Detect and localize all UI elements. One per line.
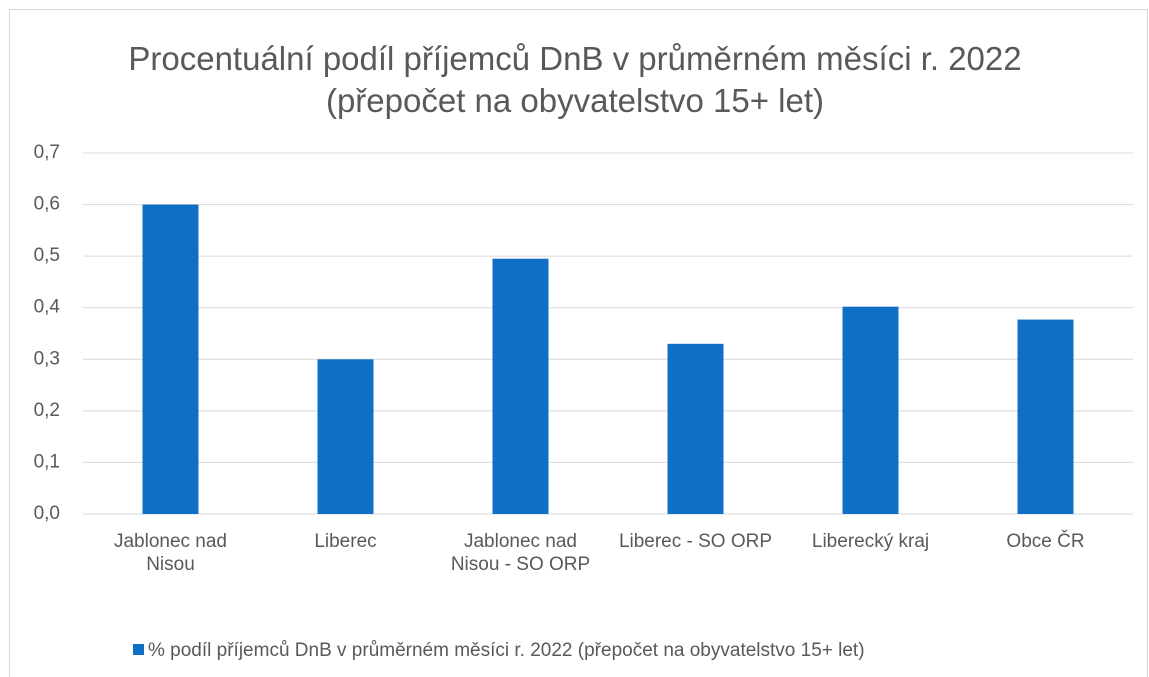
- y-tick-label: 0,7: [34, 142, 60, 163]
- y-tick-label: 0,0: [34, 503, 60, 524]
- x-tick-label: Liberecký kraj: [811, 531, 930, 552]
- legend-label: % podíl příjemců DnB v průměrném měsíci …: [148, 640, 865, 661]
- y-tick-label: 0,5: [34, 245, 60, 266]
- bar: [492, 258, 549, 514]
- y-tick-label: 0,6: [34, 194, 60, 215]
- bar: [1017, 319, 1074, 514]
- x-tick-label: Jablonec nad Nisou - SO ORP: [450, 531, 591, 575]
- legend-swatch: [133, 644, 144, 655]
- bar: [842, 306, 899, 514]
- x-tick-label: Obce ČR: [1006, 531, 1085, 552]
- x-tick-label: Jablonec nad Nisou: [113, 531, 228, 575]
- y-tick-label: 0,4: [34, 297, 61, 318]
- bar: [667, 343, 724, 514]
- bar: [142, 204, 199, 515]
- bar: [317, 359, 374, 514]
- y-tick-label: 0,3: [34, 348, 60, 369]
- y-tick-label: 0,2: [34, 400, 60, 421]
- x-tick-label: Liberec: [314, 531, 377, 552]
- x-tick-label: Liberec - SO ORP: [618, 531, 773, 552]
- chart-title: Procentuální podíl příjemců DnB v průměr…: [128, 40, 1022, 119]
- chart-border: [9, 9, 1148, 677]
- y-tick-label: 0,1: [34, 451, 60, 472]
